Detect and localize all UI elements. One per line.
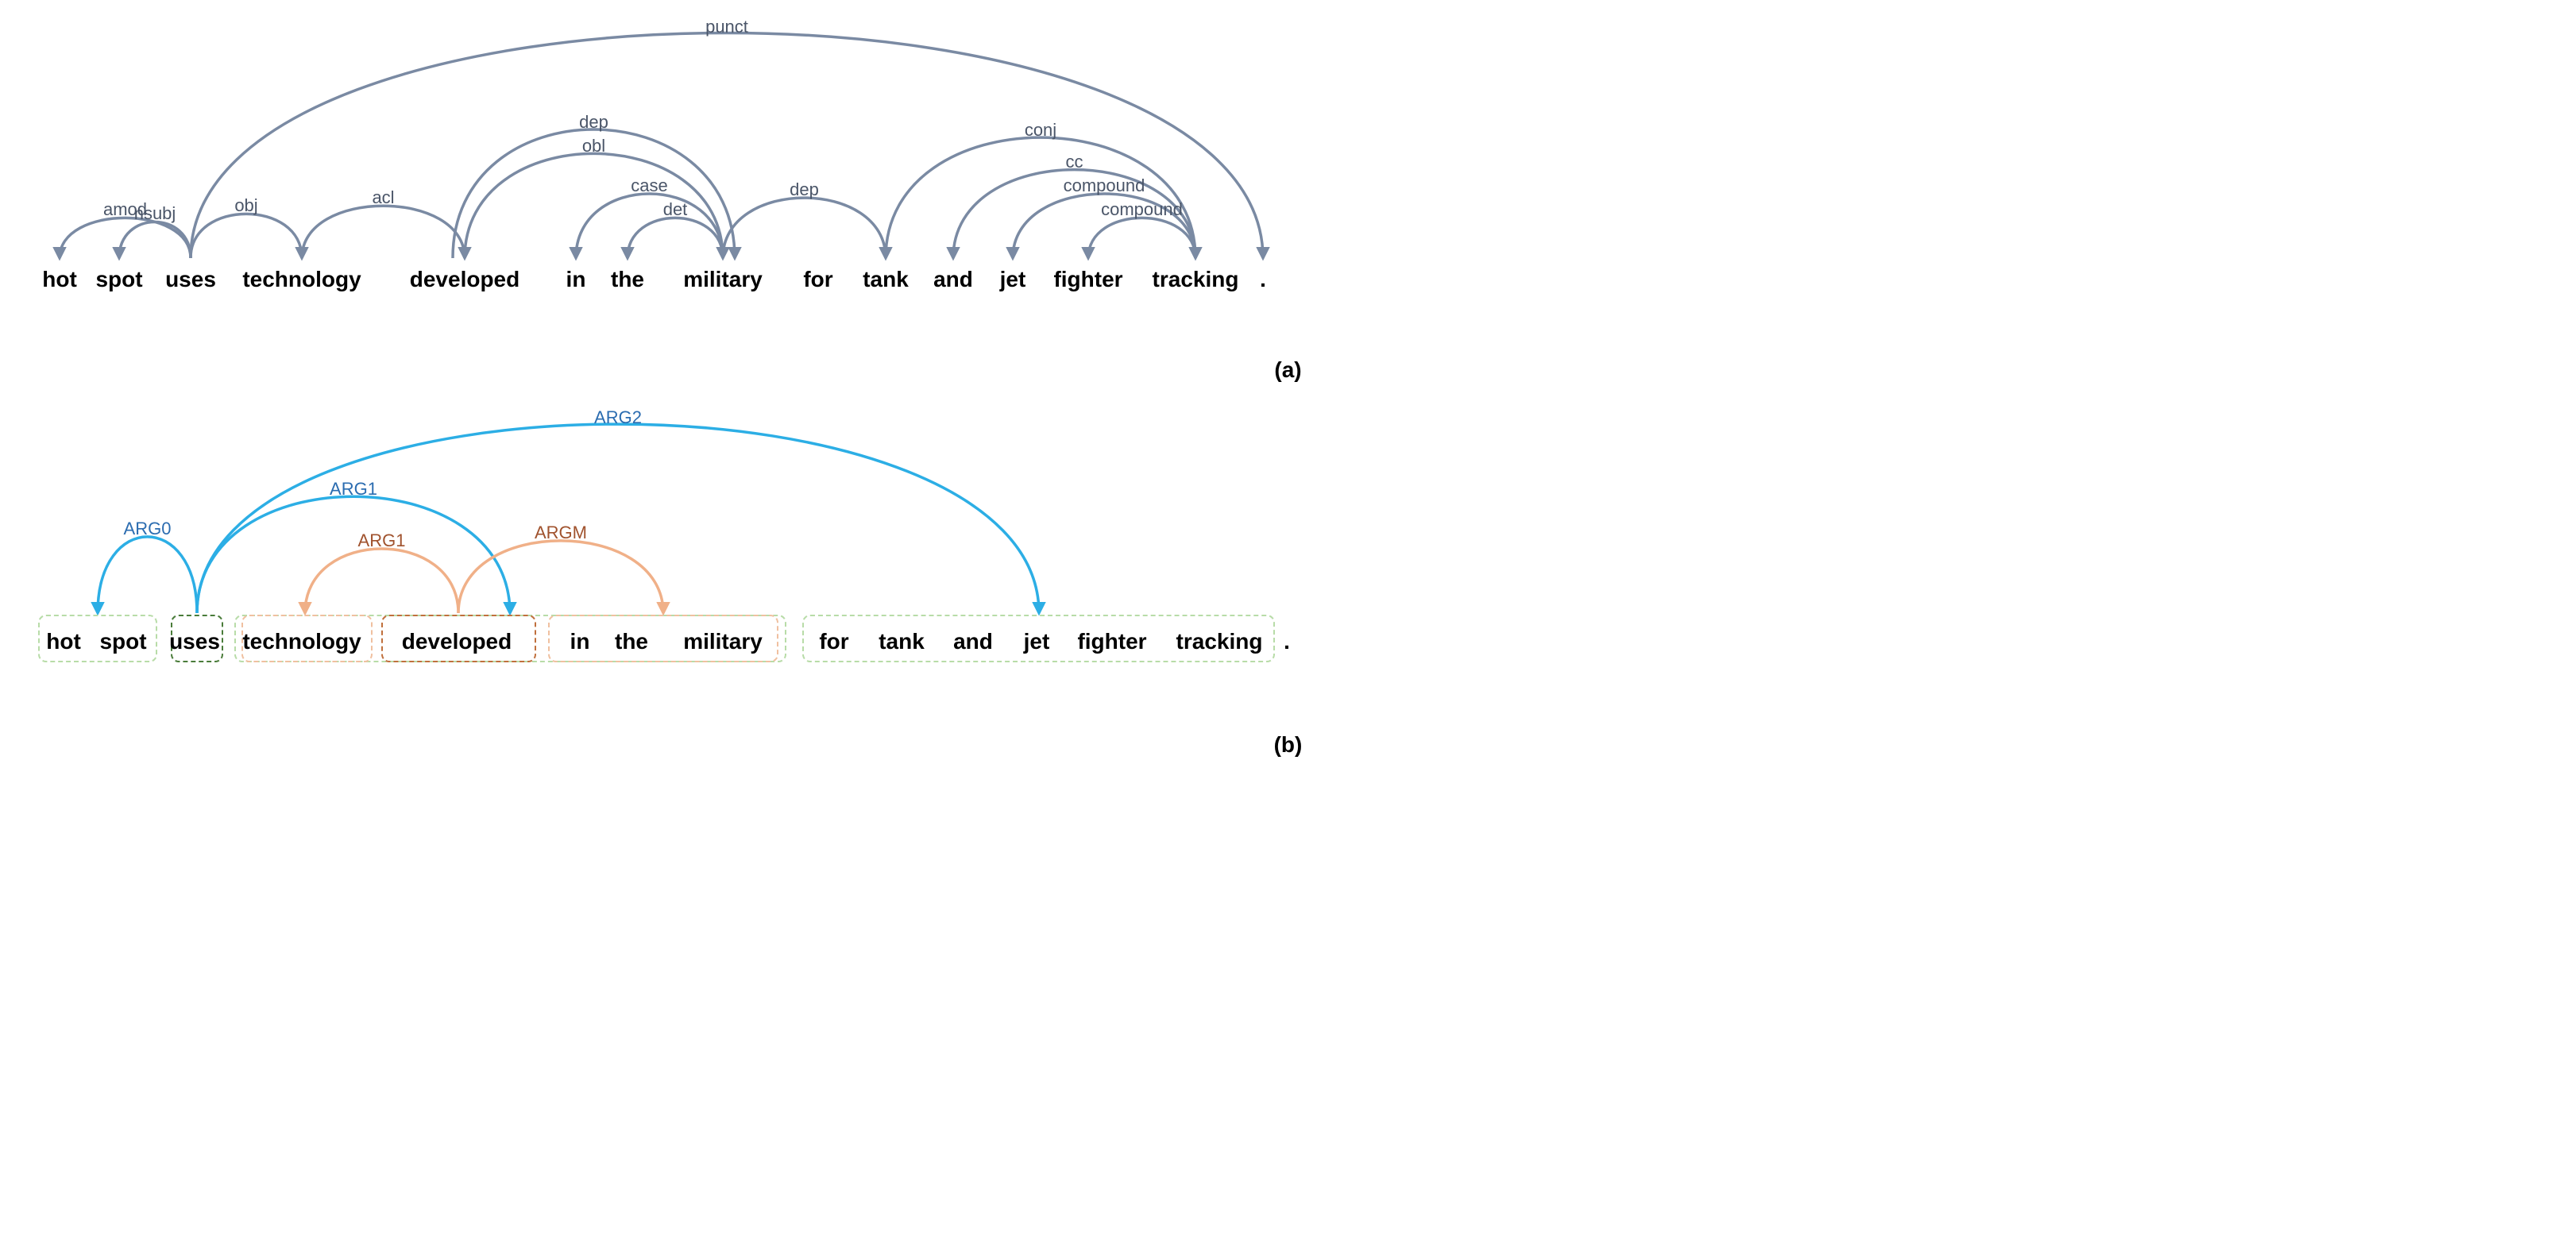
- caption-b: (b): [24, 732, 2552, 758]
- token: tracking: [1172, 629, 1267, 654]
- token: military: [671, 629, 774, 654]
- token: for: [797, 267, 840, 292]
- dependency-label: punct: [705, 17, 748, 37]
- token: and: [929, 267, 977, 292]
- dependency-arc: [302, 206, 465, 258]
- dependency-parse-diagram: hotspot uses technology developed inthe milit…: [24, 24, 1311, 310]
- srl-arc: [305, 549, 458, 613]
- token: hot: [36, 267, 83, 292]
- dependency-arc: [119, 222, 191, 258]
- token: tank: [874, 629, 929, 654]
- token: .: [1255, 267, 1271, 292]
- srl-label: ARG1: [330, 479, 377, 500]
- srl-label: ARG2: [594, 407, 642, 428]
- token: spot: [91, 267, 147, 292]
- token: spot: [95, 629, 151, 654]
- dependency-label: compound: [1064, 176, 1145, 196]
- token: technology: [238, 629, 365, 654]
- srl-arc: [98, 537, 197, 613]
- dependency-arc: [576, 194, 723, 258]
- dependency-label: obl: [582, 136, 605, 156]
- srl-arc: [197, 496, 510, 613]
- dependency-label: cc: [1066, 152, 1083, 172]
- caption-a: (a): [24, 357, 2552, 383]
- dependency-label: dep: [790, 179, 819, 200]
- dependency-arc: [886, 137, 1195, 258]
- dependency-label: case: [631, 176, 667, 196]
- token: developed: [401, 267, 528, 292]
- token: the: [610, 629, 654, 654]
- token: jet: [993, 267, 1033, 292]
- token: the: [606, 267, 650, 292]
- token: hot: [40, 629, 87, 654]
- dependency-arc: [723, 198, 886, 258]
- srl-label: ARGM: [535, 523, 587, 543]
- token: and: [949, 629, 997, 654]
- token: .: [1279, 629, 1295, 654]
- token: uses: [167, 629, 222, 654]
- srl-diagram: hotspot uses technology developed inthe milit…: [24, 415, 1311, 685]
- dependency-label: nsubj: [134, 203, 176, 224]
- srl-tokens-row: hotspot uses technology developed inthe milit…: [24, 626, 1311, 658]
- token: fighter: [1072, 629, 1152, 654]
- dependency-label: acl: [372, 187, 394, 208]
- dependency-arc: [628, 218, 723, 258]
- dependency-label: dep: [579, 112, 608, 133]
- dependency-tokens-row: hotspot uses technology developed inthe milit…: [24, 264, 1311, 295]
- dependency-label: compound: [1101, 199, 1183, 220]
- srl-label: ARG0: [124, 519, 172, 539]
- token: military: [671, 267, 774, 292]
- dependency-label: conj: [1025, 120, 1056, 141]
- token: in: [560, 267, 592, 292]
- token: for: [813, 629, 856, 654]
- dependency-arc: [1088, 218, 1195, 258]
- token: fighter: [1049, 267, 1128, 292]
- token: jet: [1017, 629, 1056, 654]
- dependency-arc: [191, 214, 302, 258]
- dependency-label: obj: [234, 195, 257, 216]
- token: in: [564, 629, 596, 654]
- token: tracking: [1148, 267, 1243, 292]
- srl-label: ARG1: [358, 530, 406, 551]
- dependency-label: det: [663, 199, 688, 220]
- token: tank: [858, 267, 913, 292]
- token: uses: [163, 267, 218, 292]
- token: developed: [393, 629, 520, 654]
- srl-arc: [197, 424, 1039, 613]
- token: technology: [238, 267, 365, 292]
